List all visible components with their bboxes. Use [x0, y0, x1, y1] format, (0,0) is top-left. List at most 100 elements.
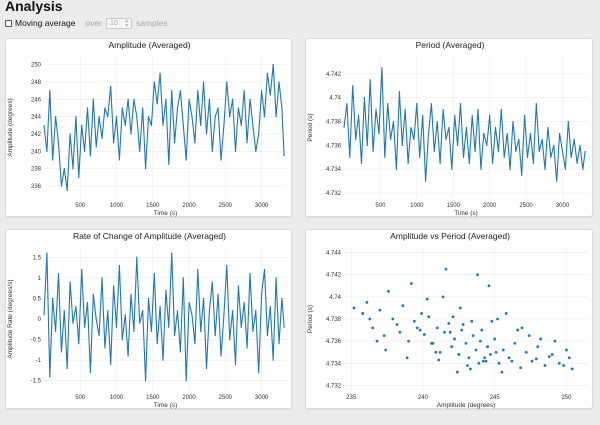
- moving-average-checkbox[interactable]: [5, 19, 12, 27]
- data-point: [84, 326, 86, 328]
- data-point: [49, 90, 51, 92]
- scatter-point: [458, 306, 462, 310]
- scatter-point: [484, 359, 488, 363]
- scatter-point: [418, 328, 422, 332]
- data-point: [194, 343, 196, 345]
- data-point: [427, 132, 430, 135]
- data-point: [217, 293, 219, 295]
- y-tick-label: 242: [31, 132, 42, 138]
- data-point: [84, 150, 86, 152]
- y-tick-label: -1: [36, 358, 42, 364]
- data-point: [72, 322, 74, 324]
- data-point: [46, 150, 48, 152]
- data-point: [43, 124, 45, 126]
- data-point: [529, 132, 532, 135]
- over-label: over: [85, 18, 103, 28]
- data-point: [390, 138, 392, 141]
- data-point: [176, 310, 179, 312]
- data-point: [398, 91, 400, 93]
- data-point: [462, 156, 465, 158]
- data-point: [182, 124, 184, 126]
- data-point: [66, 367, 68, 369]
- data-point: [101, 137, 103, 139]
- data-point: [197, 90, 199, 92]
- amplitude-chart-panel: Amplitude (Averaged) 500 1000 1500 2000 2500 3…: [5, 38, 292, 217]
- data-point: [211, 150, 213, 152]
- data-point: [506, 132, 508, 135]
- scatter-point: [438, 350, 442, 354]
- data-point: [532, 162, 534, 164]
- data-point: [75, 116, 77, 118]
- data-point: [483, 132, 485, 135]
- scatter-point: [478, 339, 482, 343]
- data-point: [521, 174, 523, 176]
- scatter-point: [483, 356, 487, 360]
- spinner-arrows-icon[interactable]: ▲ ▼: [124, 17, 130, 29]
- data-point: [162, 359, 164, 361]
- data-point: [69, 281, 71, 283]
- series-line: [343, 67, 586, 182]
- scatter-point: [471, 334, 475, 338]
- scatter-point: [451, 315, 455, 319]
- data-point: [124, 314, 126, 316]
- data-point: [127, 98, 129, 100]
- data-point: [52, 297, 54, 300]
- scatter-point: [493, 337, 497, 341]
- samples-label: samples: [136, 18, 168, 28]
- data-point: [556, 180, 558, 182]
- data-point: [404, 109, 406, 111]
- data-point: [407, 162, 409, 164]
- data-point: [205, 133, 208, 135]
- data-point: [343, 126, 345, 129]
- data-point: [57, 142, 60, 144]
- chart-title: Period (Averaged): [416, 40, 485, 50]
- data-point: [544, 168, 546, 170]
- data-point: [436, 120, 438, 123]
- data-point: [142, 310, 144, 312]
- data-point: [261, 90, 263, 92]
- y-tick-label: 4.734: [326, 361, 342, 367]
- data-point: [208, 310, 210, 312]
- scatter-point: [365, 300, 369, 304]
- x-tick-label: 500: [75, 203, 86, 209]
- y-tick-label: 4.744: [326, 251, 342, 257]
- x-axis-label: Amplitude (degrees): [437, 402, 496, 409]
- data-point: [243, 301, 245, 304]
- scatter-point: [489, 353, 492, 356]
- scatter-point: [520, 326, 524, 330]
- data-point: [237, 285, 239, 287]
- scatter-point: [368, 317, 372, 321]
- chart-title: Rate of Change of Amplitude (Averaged): [73, 231, 226, 241]
- period-chart: Period (Averaged) 500 1000 1500 2000 2500 3000…: [307, 40, 588, 217]
- data-point: [424, 180, 427, 182]
- chart-title: Amplitude (Averaged): [108, 40, 190, 50]
- data-point: [500, 109, 502, 111]
- data-point: [249, 273, 251, 275]
- moving-average-label[interactable]: Moving average: [15, 18, 76, 28]
- scatter-point: [467, 356, 471, 360]
- x-axis-label: Time (s): [154, 402, 178, 409]
- data-point: [503, 156, 505, 158]
- data-point: [266, 334, 269, 337]
- scatter-point: [536, 345, 540, 349]
- data-point: [454, 114, 456, 117]
- scatter-point: [487, 284, 491, 288]
- data-point: [113, 142, 115, 144]
- data-point: [497, 150, 500, 152]
- data-point: [258, 133, 260, 135]
- data-point: [133, 98, 135, 100]
- data-point: [101, 277, 103, 279]
- scatter-point: [352, 306, 356, 310]
- scatter-point: [504, 312, 508, 315]
- scatter-point: [422, 333, 426, 336]
- data-point: [110, 85, 112, 87]
- scatter-point: [405, 356, 409, 360]
- x-tick-label: 3000: [255, 203, 269, 209]
- scatter-point: [407, 339, 410, 343]
- data-point: [275, 277, 277, 279]
- data-point: [512, 120, 514, 123]
- x-tick-label: 245: [490, 395, 501, 401]
- data-point: [535, 103, 537, 105]
- data-point: [43, 314, 45, 316]
- window-size-spinner[interactable]: 10 ▲ ▼: [106, 17, 133, 29]
